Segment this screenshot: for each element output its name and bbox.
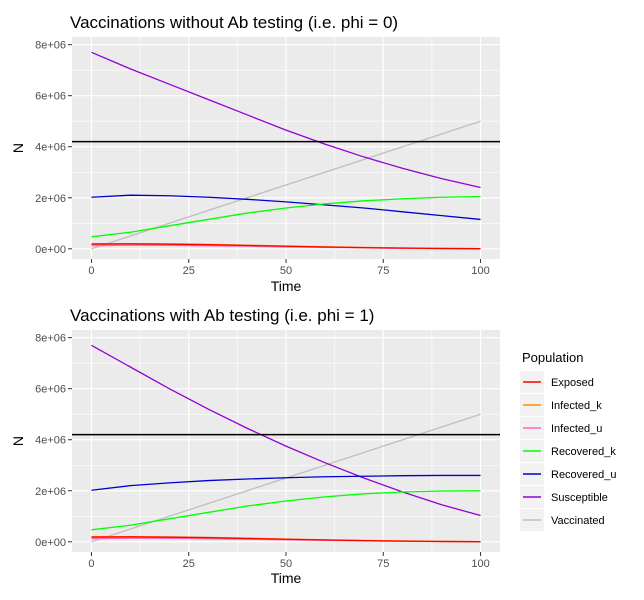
y-tick-label: 2e+06 xyxy=(35,486,66,498)
legend-label: Susceptible xyxy=(551,492,608,504)
y-tick-label: 0e+00 xyxy=(35,537,66,549)
chart-title: Vaccinations without Ab testing (i.e. ph… xyxy=(70,13,398,32)
legend-item: Exposed xyxy=(520,371,594,393)
legend-item: Infected_k xyxy=(520,394,602,416)
legend-label: Infected_k xyxy=(551,400,602,412)
y-tick-label: 2e+06 xyxy=(35,193,66,205)
series-line-recovered-k xyxy=(91,195,481,238)
legend-label: Infected_u xyxy=(551,423,602,435)
x-tick-label: 100 xyxy=(471,265,489,277)
x-tick-label: 0 xyxy=(88,558,94,570)
legend-item: Vaccinated xyxy=(520,509,605,531)
y-axis-label: N xyxy=(10,143,26,153)
y-tick-label: 4e+06 xyxy=(35,142,66,154)
legend: Population Exposed Infected_k Infected_u Re… xyxy=(520,350,616,531)
x-tick-label: 75 xyxy=(377,265,389,277)
x-tick-label: 25 xyxy=(183,265,195,277)
x-tick-label: 25 xyxy=(183,558,195,570)
axis-ticks: 0 25 50 75 100 0e+00 2e+06 4e+06 6e+06 8e+06 xyxy=(35,333,490,570)
legend-label: Vaccinated xyxy=(551,515,605,527)
series-line-exposed xyxy=(91,536,481,543)
series-line-exposed xyxy=(91,243,481,250)
series-line-recovered-u xyxy=(91,194,481,221)
series-line-susceptible xyxy=(91,344,481,517)
y-axis-label: N xyxy=(10,436,26,446)
x-tick-label: 50 xyxy=(280,558,292,570)
legend-label: Exposed xyxy=(551,377,594,389)
x-tick-label: 0 xyxy=(88,265,94,277)
series-line-recovered-u xyxy=(91,474,481,491)
legend-item: Susceptible xyxy=(520,486,608,508)
x-axis-label: Time xyxy=(271,278,302,294)
legend-label: Recovered_u xyxy=(551,469,616,481)
chart-title: Vaccinations with Ab testing (i.e. phi =… xyxy=(70,306,374,325)
series-line-recovered-k xyxy=(91,490,481,531)
y-tick-label: 6e+06 xyxy=(35,91,66,103)
y-tick-label: 0e+00 xyxy=(35,244,66,256)
x-tick-label: 75 xyxy=(377,558,389,570)
y-tick-label: 6e+06 xyxy=(35,384,66,396)
axis-ticks: 0 25 50 75 100 0e+00 2e+06 4e+06 6e+06 8e+06 xyxy=(35,40,490,277)
legend-item: Recovered_k xyxy=(520,440,616,462)
series-lines xyxy=(91,344,481,543)
y-tick-label: 8e+06 xyxy=(35,40,66,52)
x-axis-label: Time xyxy=(271,570,302,586)
y-tick-label: 8e+06 xyxy=(35,333,66,345)
series-line-susceptible xyxy=(91,51,481,189)
y-tick-label: 4e+06 xyxy=(35,435,66,447)
series-lines xyxy=(91,51,481,250)
legend-title: Population xyxy=(522,350,583,365)
chart-panel-bottom: Vaccinations with Ab testing (i.e. phi =… xyxy=(10,306,500,586)
x-tick-label: 50 xyxy=(280,265,292,277)
grid-lines xyxy=(72,37,500,259)
legend-label: Recovered_k xyxy=(551,446,616,458)
legend-item: Recovered_u xyxy=(520,463,616,485)
chart-panel-top: Vaccinations without Ab testing (i.e. ph… xyxy=(10,13,500,294)
x-tick-label: 100 xyxy=(471,558,489,570)
legend-item: Infected_u xyxy=(520,417,602,439)
